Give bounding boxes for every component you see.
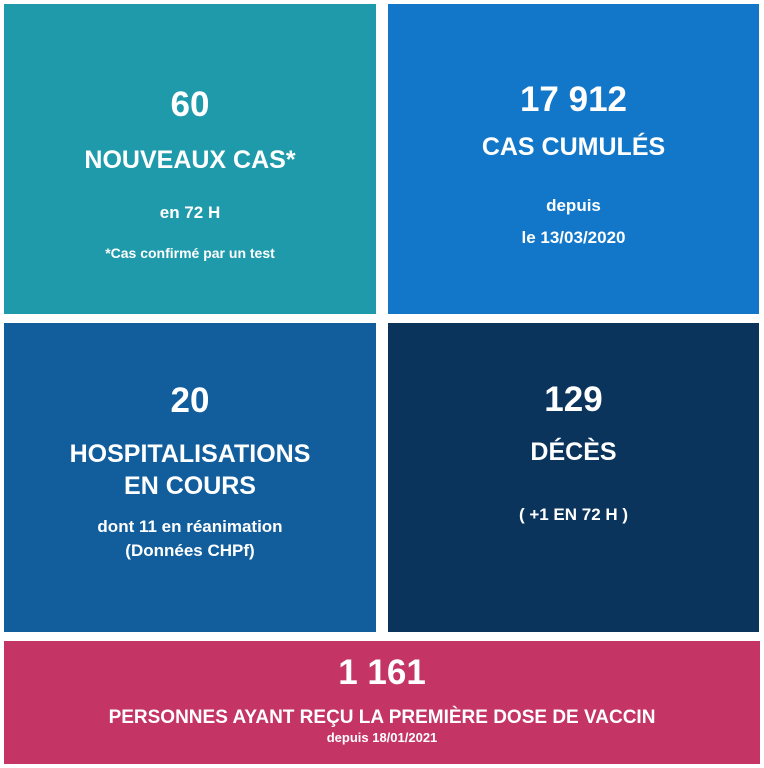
deaths-label: DÉCÈS bbox=[530, 438, 617, 466]
vaccination-value: 1 161 bbox=[338, 653, 426, 692]
deaths-value: 129 bbox=[544, 380, 603, 419]
deaths-delta: ( +1 EN 72 H ) bbox=[518, 505, 629, 524]
vaccination-since: depuis 18/01/2021 bbox=[326, 730, 438, 745]
vaccination-label: PERSONNES AYANT REÇU LA PREMIÈRE DOSE DE… bbox=[108, 707, 656, 728]
cumulative-since-date: le 13/03/2020 bbox=[521, 228, 626, 247]
hospitalisations-label-line1: HOSPITALISATIONS bbox=[69, 440, 311, 468]
deaths-panel: 129 DÉCÈS ( +1 EN 72 H ) bbox=[388, 323, 759, 632]
new-cases-panel: 60 NOUVEAUX CAS* en 72 H *Cas confirmé p… bbox=[4, 4, 376, 314]
hospitalisations-source: (Données CHPf) bbox=[125, 541, 255, 560]
hospitalisations-panel: 20 HOSPITALISATIONS EN COURS dont 11 en … bbox=[4, 323, 376, 632]
new-cases-label: NOUVEAUX CAS* bbox=[84, 146, 296, 174]
cumulative-since-label: depuis bbox=[546, 196, 601, 215]
hospitalisations-value: 20 bbox=[170, 381, 210, 420]
new-cases-value: 60 bbox=[170, 85, 210, 124]
cumulative-cases-label: CAS CUMULÉS bbox=[481, 133, 666, 161]
hospitalisations-label-line2: EN COURS bbox=[124, 472, 256, 500]
hospitalisations-detail: dont 11 en réanimation bbox=[97, 517, 283, 536]
vaccination-panel: 1 161 PERSONNES AYANT REÇU LA PREMIÈRE D… bbox=[4, 641, 760, 764]
cumulative-cases-value: 17 912 bbox=[519, 80, 628, 119]
new-cases-period: en 72 H bbox=[159, 203, 221, 222]
cumulative-cases-panel: 17 912 CAS CUMULÉS depuis le 13/03/2020 bbox=[388, 4, 759, 314]
new-cases-footnote: *Cas confirmé par un test bbox=[105, 245, 275, 261]
